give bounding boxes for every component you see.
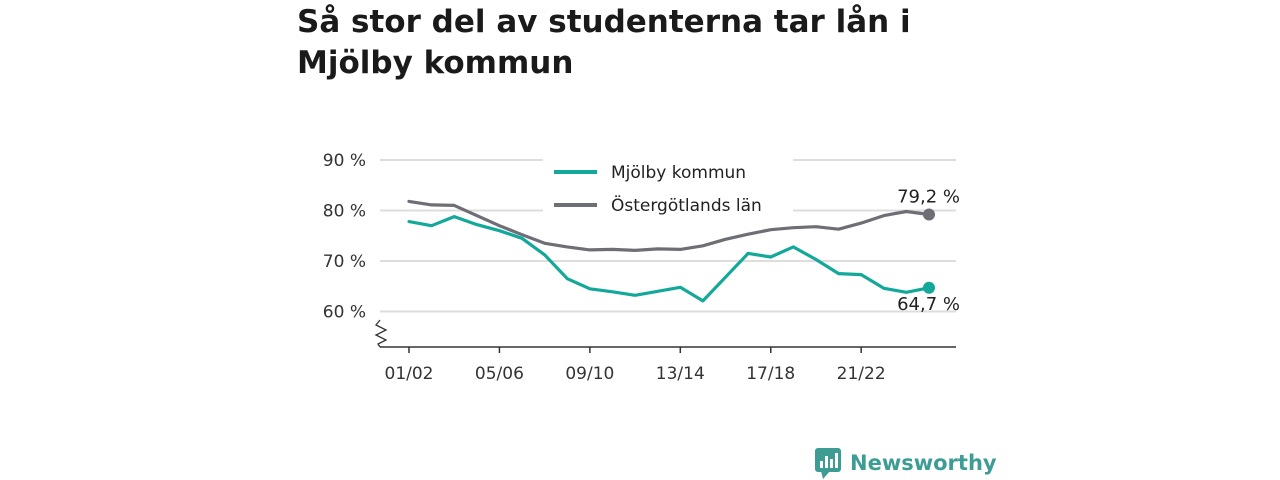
y-tick-label: 90 % [323,151,366,171]
legend-label: Östergötlands län [611,194,762,216]
y-tick-label: 80 % [323,202,366,222]
x-tick-label: 05/06 [475,364,524,384]
newsworthy-logo-icon [815,448,841,479]
x-tick-label: 09/10 [565,364,614,384]
brand-name: Newsworthy [850,451,997,475]
legend-box [543,155,793,223]
series-line [407,199,931,252]
end-label: 64,7 % [897,294,960,315]
chart-title: Så stor del av studenterna tar lån i Mjö… [297,4,911,81]
x-tick-label: 13/14 [656,364,705,384]
end-label: 79,2 % [897,187,960,208]
y-tick-label: 70 % [323,252,366,272]
end-point [923,281,935,294]
x-tick-label: 17/18 [746,364,795,384]
brand-logo: Newsworthy [815,446,997,480]
legend-label: Mjölby kommun [611,163,746,183]
line-chart: 60 % 70 % 80 % 90 % 01/02 05/06 09/10 13/14 17/1… [323,151,960,384]
x-tick-label: 21/22 [837,364,886,384]
series-line [407,215,931,303]
x-tick-label: 01/02 [385,364,434,384]
axis-break-icon [374,319,388,348]
end-point [923,208,935,221]
y-tick-label: 60 % [323,303,366,323]
